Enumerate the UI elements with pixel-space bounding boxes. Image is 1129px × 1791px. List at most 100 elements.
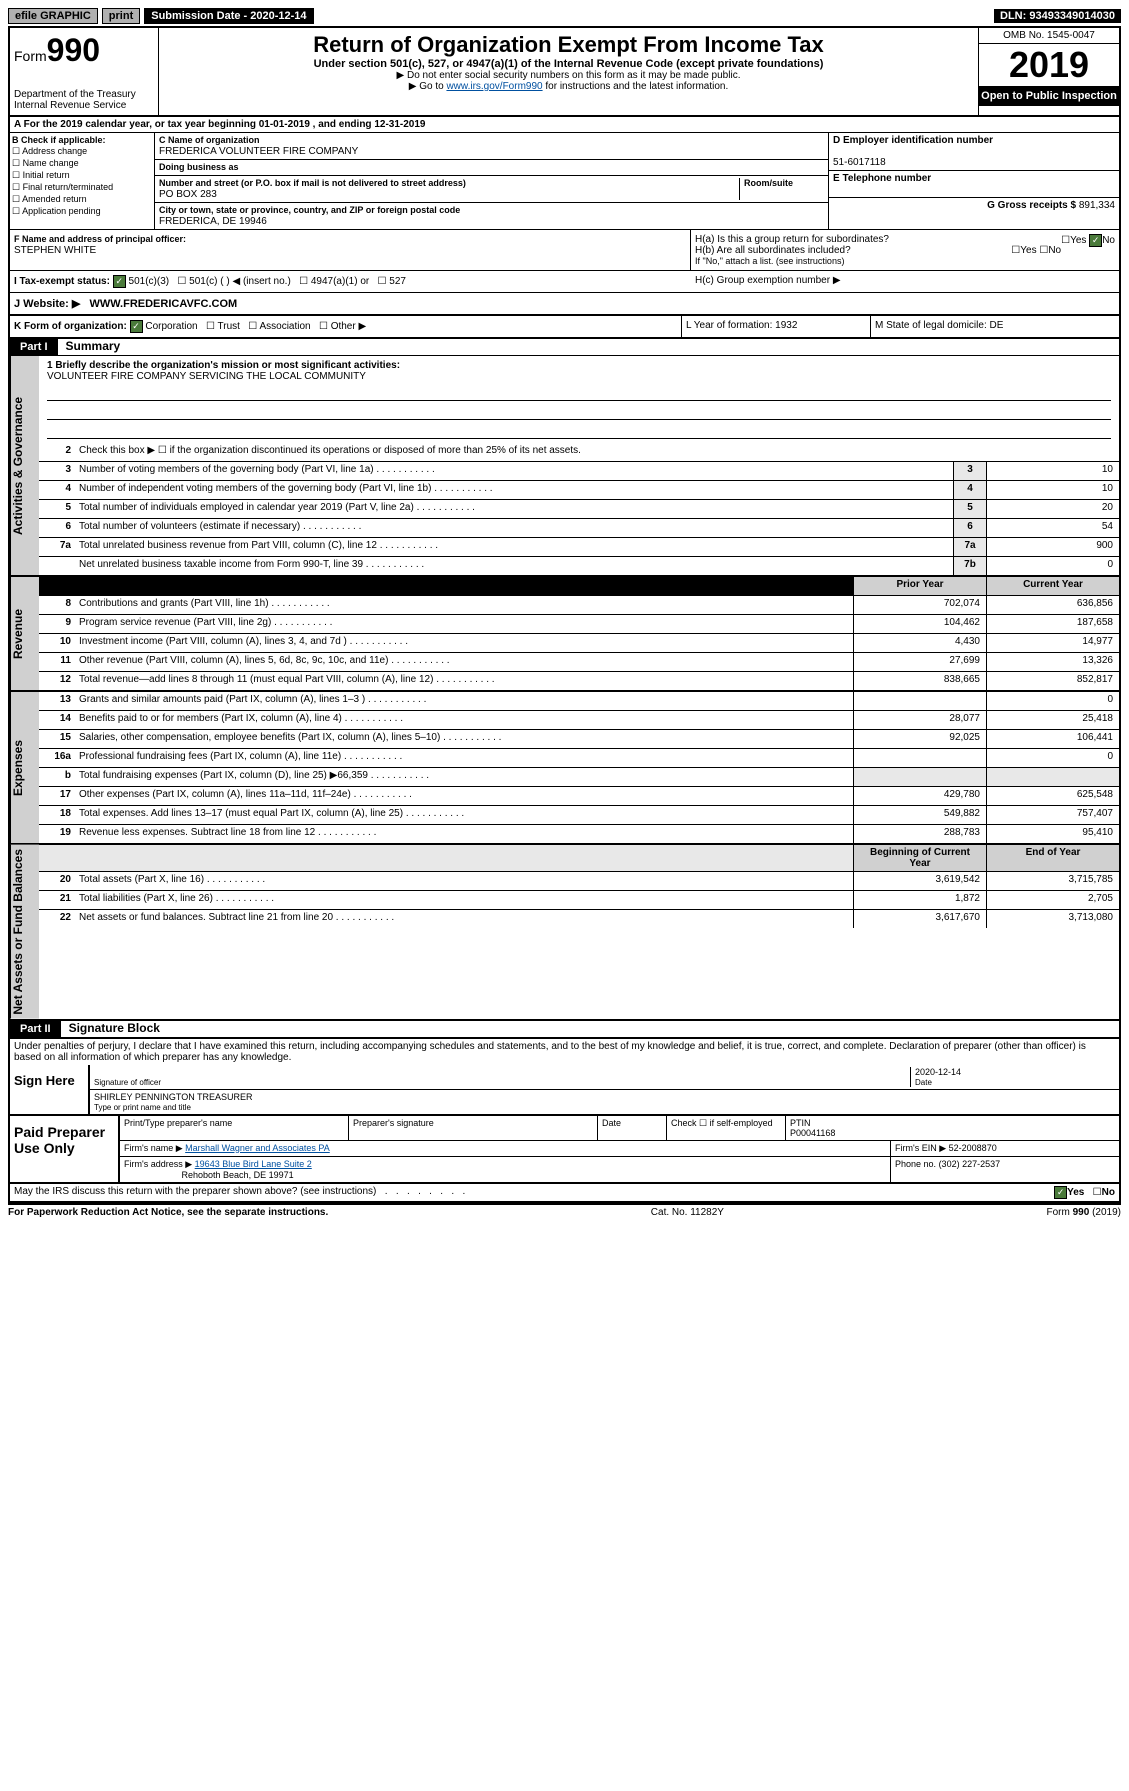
table-row: 20Total assets (Part X, line 16)3,619,54… bbox=[39, 872, 1119, 891]
mission-text: VOLUNTEER FIRE COMPANY SERVICING THE LOC… bbox=[47, 371, 366, 382]
g-label: G Gross receipts $ bbox=[987, 200, 1076, 211]
footer: For Paperwork Reduction Act Notice, see … bbox=[8, 1205, 1121, 1220]
form-note2: ▶ Go to www.irs.gov/Form990 for instruct… bbox=[163, 81, 974, 92]
table-row: 6Total number of volunteers (estimate if… bbox=[39, 519, 1119, 538]
tax-year: 2019 bbox=[979, 44, 1119, 86]
table-row: 3Number of voting members of the governi… bbox=[39, 462, 1119, 481]
governance-section: Activities & Governance 1 Briefly descri… bbox=[10, 356, 1119, 577]
firm-phone: (302) 227-2537 bbox=[939, 1159, 1001, 1169]
501c3-ck[interactable] bbox=[113, 275, 126, 288]
paperwork-notice: For Paperwork Reduction Act Notice, see … bbox=[8, 1207, 328, 1218]
initial-ck[interactable]: ☐ Initial return bbox=[12, 170, 152, 181]
table-row: 15Salaries, other compensation, employee… bbox=[39, 730, 1119, 749]
website-row: J Website: ▶ WWW.FREDERICAVFC.COM bbox=[10, 293, 1119, 316]
table-row: 12Total revenue—add lines 8 through 11 (… bbox=[39, 672, 1119, 690]
k-label: K Form of organization: bbox=[14, 321, 127, 332]
rev-tab: Revenue bbox=[10, 577, 39, 690]
form-note1: ▶ Do not enter social security numbers o… bbox=[163, 70, 974, 81]
dln: DLN: 93493349014030 bbox=[994, 9, 1121, 23]
f-label: F Name and address of principal officer: bbox=[14, 234, 186, 244]
netassets-section: Net Assets or Fund Balances Beginning of… bbox=[10, 845, 1119, 1021]
eoy-hdr: End of Year bbox=[986, 845, 1119, 871]
revenue-section: Revenue Prior YearCurrent Year 8Contribu… bbox=[10, 577, 1119, 692]
discuss-yes-ck[interactable] bbox=[1054, 1186, 1067, 1199]
org-name: FREDERICA VOLUNTEER FIRE COMPANY bbox=[159, 146, 358, 157]
website: WWW.FREDERICAVFC.COM bbox=[90, 298, 238, 310]
box-b-label: B Check if applicable: bbox=[12, 135, 152, 145]
table-row: Net unrelated business taxable income fr… bbox=[39, 557, 1119, 575]
open-badge: Open to Public Inspection bbox=[979, 86, 1119, 106]
dba-label: Doing business as bbox=[159, 162, 239, 172]
ha-no-ck[interactable] bbox=[1089, 234, 1102, 247]
current-hdr: Current Year bbox=[986, 577, 1119, 595]
table-row: bTotal fundraising expenses (Part IX, co… bbox=[39, 768, 1119, 787]
table-row: 13Grants and similar amounts paid (Part … bbox=[39, 692, 1119, 711]
pending-ck[interactable]: ☐ Application pending bbox=[12, 206, 152, 217]
ha-label: H(a) Is this a group return for subordin… bbox=[695, 234, 889, 245]
irs-link[interactable]: www.irs.gov/Form990 bbox=[446, 81, 542, 92]
cat-no: Cat. No. 11282Y bbox=[651, 1207, 724, 1218]
firm-link[interactable]: Marshall Wagner and Associates PA bbox=[185, 1143, 330, 1153]
declaration: Under penalties of perjury, I declare th… bbox=[10, 1038, 1119, 1065]
table-row: 22Net assets or fund balances. Subtract … bbox=[39, 910, 1119, 928]
addr-change-ck[interactable]: ☐ Address change bbox=[12, 146, 152, 157]
hc-label: H(c) Group exemption number ▶ bbox=[691, 271, 1119, 292]
addr-label: Number and street (or P.O. box if mail i… bbox=[159, 178, 466, 188]
table-row: 18Total expenses. Add lines 13–17 (must … bbox=[39, 806, 1119, 825]
sig-date: 2020-12-14 bbox=[915, 1067, 961, 1077]
exp-tab: Expenses bbox=[10, 692, 39, 843]
city-label: City or town, state or province, country… bbox=[159, 205, 460, 215]
year-formation: L Year of formation: 1932 bbox=[682, 316, 871, 337]
part1-badge: Part I bbox=[10, 339, 58, 355]
print-btn[interactable]: print bbox=[102, 8, 140, 24]
amended-ck[interactable]: ☐ Amended return bbox=[12, 194, 152, 205]
ptin: P00041168 bbox=[790, 1128, 835, 1138]
topbar: efile GRAPHIC print Submission Date - 20… bbox=[8, 8, 1121, 24]
room-label: Room/suite bbox=[744, 178, 793, 188]
expenses-section: Expenses 13Grants and similar amounts pa… bbox=[10, 692, 1119, 845]
preparer-block: Paid Preparer Use Only Print/Type prepar… bbox=[10, 1116, 1119, 1184]
table-row: 4Number of independent voting members of… bbox=[39, 481, 1119, 500]
form-word: Form bbox=[14, 48, 47, 64]
line2: Check this box ▶ ☐ if the organization d… bbox=[75, 443, 1119, 461]
corp-ck[interactable] bbox=[130, 320, 143, 333]
form-container: Form990 Department of the Treasury Inter… bbox=[8, 26, 1121, 1205]
final-ck[interactable]: ☐ Final return/terminated bbox=[12, 182, 152, 193]
i-label: I Tax-exempt status: bbox=[14, 276, 110, 287]
table-row: 11Other revenue (Part VIII, column (A), … bbox=[39, 653, 1119, 672]
discuss-row: May the IRS discuss this return with the… bbox=[10, 1184, 1119, 1203]
efile-btn[interactable]: efile GRAPHIC bbox=[8, 8, 98, 24]
table-row: 8Contributions and grants (Part VIII, li… bbox=[39, 596, 1119, 615]
form-subtitle: Under section 501(c), 527, or 4947(a)(1)… bbox=[163, 58, 974, 70]
table-row: 21Total liabilities (Part X, line 26)1,8… bbox=[39, 891, 1119, 910]
e-label: E Telephone number bbox=[833, 173, 931, 184]
form-header: Form990 Department of the Treasury Inter… bbox=[10, 28, 1119, 117]
prior-hdr: Prior Year bbox=[853, 577, 986, 595]
firm-city: Rehoboth Beach, DE 19971 bbox=[182, 1170, 294, 1180]
org-addr: PO BOX 283 bbox=[159, 189, 217, 200]
ein-value: 51-6017118 bbox=[833, 157, 886, 168]
table-row: 9Program service revenue (Part VIII, lin… bbox=[39, 615, 1119, 634]
table-row: 16aProfessional fundraising fees (Part I… bbox=[39, 749, 1119, 768]
name-change-ck[interactable]: ☐ Name change bbox=[12, 158, 152, 169]
sign-block: Sign Here Signature of officer2020-12-14… bbox=[10, 1065, 1119, 1116]
omb: OMB No. 1545-0047 bbox=[979, 28, 1119, 44]
net-tab: Net Assets or Fund Balances bbox=[10, 845, 39, 1019]
firm-addr-link[interactable]: 19643 Blue Bird Lane Suite 2 bbox=[195, 1159, 312, 1169]
table-row: 17Other expenses (Part IX, column (A), l… bbox=[39, 787, 1119, 806]
table-row: 19Revenue less expenses. Subtract line 1… bbox=[39, 825, 1119, 843]
subdate-btn: Submission Date - 2020-12-14 bbox=[144, 8, 313, 24]
part2-title: Signature Block bbox=[69, 1021, 160, 1035]
hb-note: If "No," attach a list. (see instruction… bbox=[695, 256, 1115, 266]
gov-tab: Activities & Governance bbox=[10, 356, 39, 575]
hb-label: H(b) Are all subordinates included? bbox=[695, 245, 851, 256]
officer-print-name: SHIRLEY PENNINGTON TREASURER bbox=[94, 1092, 253, 1102]
form-title: Return of Organization Exempt From Incom… bbox=[163, 32, 974, 58]
domicile: M State of legal domicile: DE bbox=[871, 316, 1119, 337]
part1-title: Summary bbox=[66, 339, 121, 353]
paid-preparer-label: Paid Preparer Use Only bbox=[10, 1116, 118, 1182]
table-row: 10Investment income (Part VIII, column (… bbox=[39, 634, 1119, 653]
table-row: 14Benefits paid to or for members (Part … bbox=[39, 711, 1119, 730]
sign-here-label: Sign Here bbox=[10, 1065, 88, 1114]
c-name-label: C Name of organization bbox=[159, 135, 260, 145]
